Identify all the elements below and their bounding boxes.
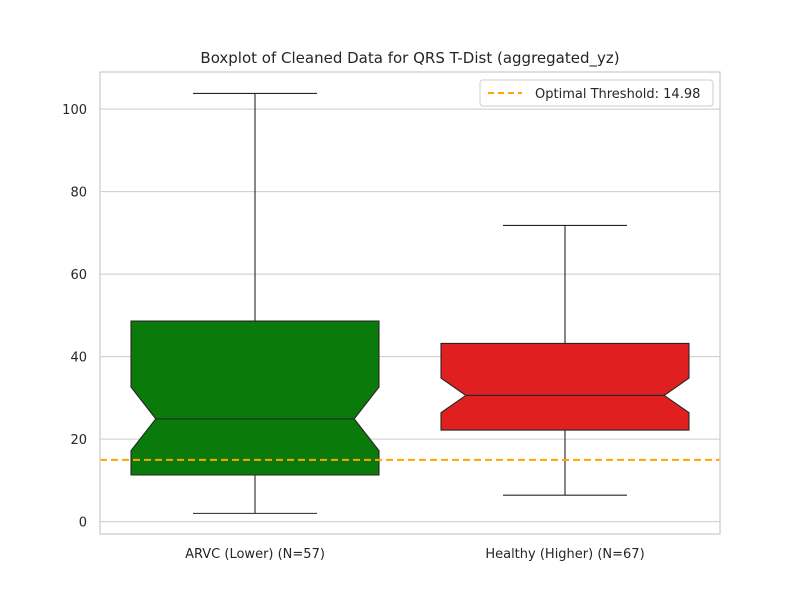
x-axis: ARVC (Lower) (N=57) Healthy (Higher) (N=6… [185,547,645,562]
legend-frame [479,79,714,107]
y-axis: 0 20 40 60 80 100 [62,103,87,531]
box-body [440,342,690,431]
x-tick-label: ARVC (Lower) (N=57) [185,547,325,562]
y-tick-label: 40 [70,351,87,366]
y-tick-label: 0 [79,516,87,531]
plot-frame [99,71,721,535]
legend: Optimal Threshold: 14.98 [479,79,714,107]
y-tick-label: 80 [70,186,87,201]
y-tick-label: 20 [70,433,87,448]
chart-title: Boxplot of Cleaned Data for QRS T-Dist (… [200,49,619,68]
legend-threshold-label: Optimal Threshold: 14.98 [535,87,700,102]
box-0 [130,92,380,514]
x-tick-label: Healthy (Higher) (N=67) [485,547,644,562]
box-1 [440,224,690,496]
boxes [130,92,690,514]
y-tick-label: 100 [62,103,87,118]
box-body [130,320,380,476]
y-tick-label: 60 [70,268,87,283]
